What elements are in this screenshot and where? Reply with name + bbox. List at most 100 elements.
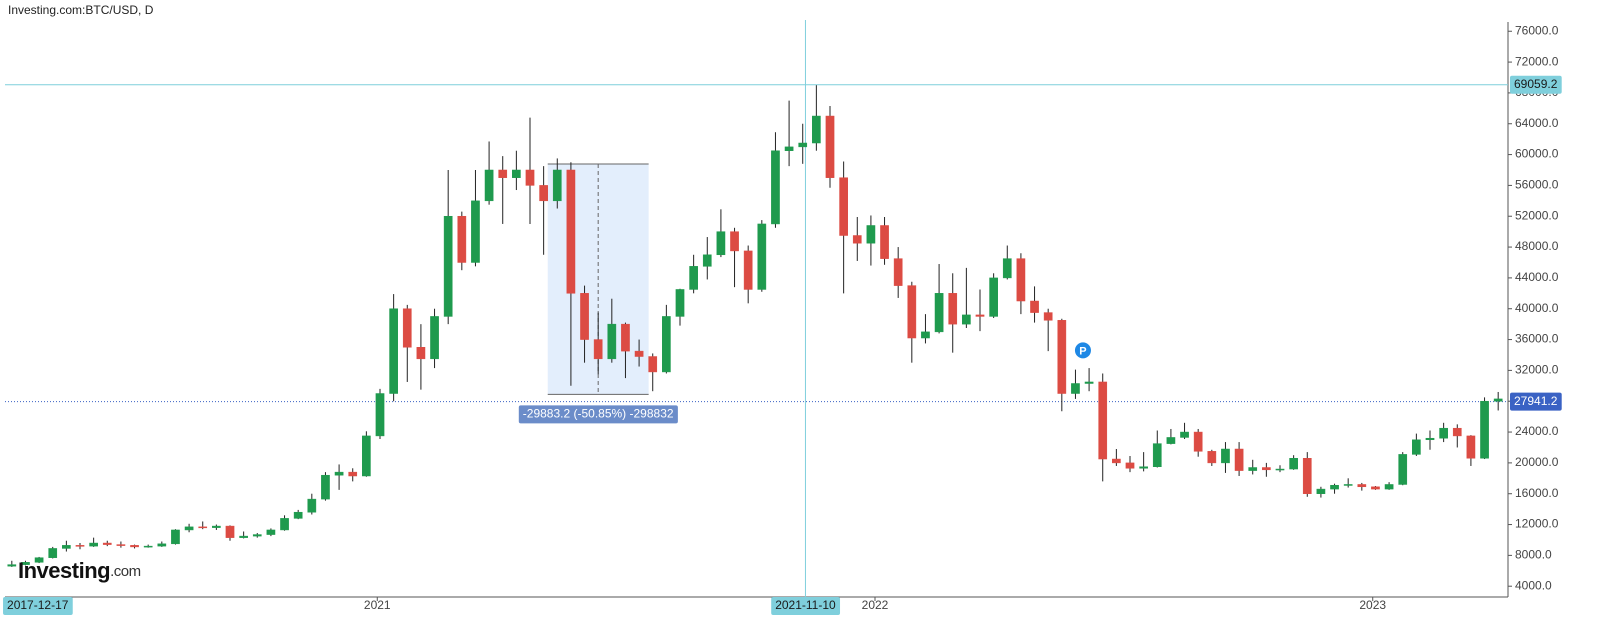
candle-body xyxy=(1384,484,1394,490)
logo: Investing.com xyxy=(18,558,141,583)
candle-body xyxy=(157,543,167,547)
candle-body xyxy=(102,542,112,545)
candle-body xyxy=(198,526,208,529)
y-tick-label: 44000.0 xyxy=(1515,270,1559,284)
candle-body xyxy=(1330,484,1339,490)
candle-body xyxy=(1234,448,1244,471)
candle-body xyxy=(716,231,726,256)
candle-body xyxy=(239,535,248,538)
candle-body xyxy=(512,169,521,178)
y-tick-label: 16000.0 xyxy=(1515,486,1559,500)
candle-body xyxy=(116,544,126,546)
crosshair-y-label-bg xyxy=(1510,75,1562,94)
candle-body xyxy=(743,250,753,290)
candle-body xyxy=(171,529,180,545)
candle-body xyxy=(852,235,862,244)
start-date-label: 2017-12-17 xyxy=(3,597,73,615)
candle-body xyxy=(1316,488,1326,494)
candle-body xyxy=(389,308,398,394)
candle-body xyxy=(702,254,712,267)
candle-body xyxy=(962,314,971,325)
candle-body xyxy=(484,169,494,202)
candle-body xyxy=(1412,439,1421,455)
candle-body xyxy=(362,435,371,477)
candle-body xyxy=(1180,431,1189,438)
logo-name: Investing xyxy=(18,558,110,583)
candle-body xyxy=(1425,437,1435,441)
event-marker-label: P xyxy=(1079,345,1086,357)
candle-body xyxy=(307,498,317,513)
candle-body xyxy=(921,331,930,339)
y-tick-label: 4000.0 xyxy=(1515,578,1552,592)
candle-body xyxy=(1016,258,1026,302)
candle-body xyxy=(1480,400,1489,459)
measure-label-bg xyxy=(518,405,678,424)
y-tick-label: 36000.0 xyxy=(1515,332,1559,346)
candle-body xyxy=(689,266,698,290)
measure-label: -29883.2 (-50.85%) -298832 xyxy=(518,405,678,424)
candle-body xyxy=(1057,320,1067,394)
candle-body xyxy=(280,518,289,531)
candle-body xyxy=(1289,458,1298,470)
candle-body xyxy=(1343,484,1353,486)
candle-body xyxy=(1452,427,1462,437)
candle-body xyxy=(1466,435,1476,459)
candle-body xyxy=(62,545,71,549)
y-tick-label: 60000.0 xyxy=(1515,147,1559,161)
logo-suffix: .com xyxy=(110,563,141,580)
last-price-label-text: 27941.2 xyxy=(1514,394,1558,408)
crosshair-y-label: 69059.2 xyxy=(1510,75,1562,94)
candle-body xyxy=(934,293,944,333)
candle-body xyxy=(1125,462,1135,469)
y-tick-label: 32000.0 xyxy=(1515,363,1559,377)
candle-body xyxy=(757,223,767,290)
crosshair-x-label-text: 2021-11-10 xyxy=(775,598,836,612)
candle-body xyxy=(1398,454,1408,485)
candle-body xyxy=(1221,448,1230,464)
candle-body xyxy=(1248,467,1258,471)
candle-body xyxy=(1139,466,1148,469)
candle-body xyxy=(293,511,303,519)
candle-body xyxy=(580,293,589,340)
crosshair-y-label-text: 69059.2 xyxy=(1514,77,1558,91)
candle-body xyxy=(89,542,98,547)
x-tick-label: 2021 xyxy=(364,598,391,612)
candle-body xyxy=(21,562,30,565)
y-tick-label: 40000.0 xyxy=(1515,301,1559,315)
candle-body xyxy=(866,225,876,244)
candle-body xyxy=(1043,312,1053,321)
candle-body xyxy=(730,231,739,252)
y-tick-label: 20000.0 xyxy=(1515,455,1559,469)
candle-body xyxy=(771,150,780,225)
candle-body xyxy=(798,142,808,148)
candle-body xyxy=(1166,437,1176,444)
candle-body xyxy=(566,169,576,294)
candle-body xyxy=(880,225,889,259)
candle-body xyxy=(184,526,194,531)
candle-body xyxy=(784,146,794,151)
chart-title: Investing.com:BTC/USD, D xyxy=(8,3,154,17)
candle-body xyxy=(1207,451,1217,464)
candle-body xyxy=(675,289,685,317)
start-date-label-text: 2017-12-17 xyxy=(7,598,69,612)
candle-body xyxy=(471,200,480,263)
candle-body xyxy=(1439,427,1448,439)
measure-label-text: -29883.2 (-50.85%) -298832 xyxy=(523,407,674,421)
candle-body xyxy=(375,393,385,437)
candle-body xyxy=(525,169,535,186)
candle-body xyxy=(130,545,139,548)
candle-body xyxy=(948,293,958,325)
last-price-label: 27941.2 xyxy=(1510,392,1562,411)
candle-body xyxy=(266,529,276,535)
y-tick-label: 48000.0 xyxy=(1515,239,1559,253)
candle-body xyxy=(634,350,644,357)
candle-body xyxy=(621,323,630,352)
y-tick-label: 72000.0 xyxy=(1515,54,1559,68)
candle-body xyxy=(416,347,426,360)
candle-body xyxy=(1002,258,1012,279)
crosshair-x-label: 2021-11-10 xyxy=(771,597,841,615)
candle-body xyxy=(907,285,917,339)
candle-body xyxy=(1030,300,1039,313)
candle-body xyxy=(1371,486,1380,490)
